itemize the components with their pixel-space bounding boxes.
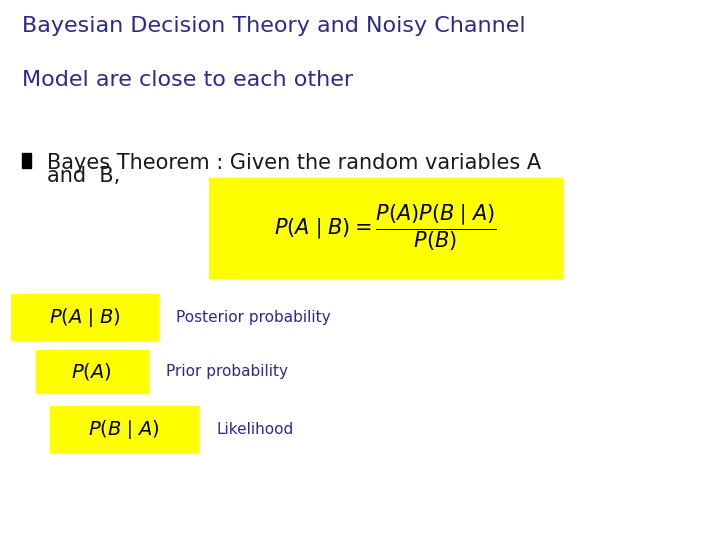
Text: $P(A)$: $P(A)$: [71, 361, 112, 382]
Text: $P(B\mid A)$: $P(B\mid A)$: [89, 417, 160, 441]
FancyBboxPatch shape: [50, 406, 198, 452]
Text: $P(A\mid B)$: $P(A\mid B)$: [49, 306, 120, 329]
Text: Posterior probability: Posterior probability: [176, 310, 331, 325]
Text: and  B,: and B,: [47, 166, 120, 186]
Text: Bayes Theorem : Given the random variables A: Bayes Theorem : Given the random variabl…: [47, 153, 541, 173]
Text: Likelihood: Likelihood: [216, 422, 293, 436]
FancyBboxPatch shape: [36, 350, 148, 393]
Text: Model are close to each other: Model are close to each other: [22, 70, 353, 90]
FancyBboxPatch shape: [209, 178, 562, 278]
Text: $P(A\mid B) = \dfrac{P(A)P(B\mid A)}{P(B)}$: $P(A\mid B) = \dfrac{P(A)P(B\mid A)}{P(B…: [274, 203, 497, 253]
Text: Bayesian Decision Theory and Noisy Channel: Bayesian Decision Theory and Noisy Chann…: [22, 16, 525, 36]
FancyBboxPatch shape: [11, 294, 158, 340]
Bar: [22, 153, 31, 168]
Text: Prior probability: Prior probability: [166, 364, 287, 379]
